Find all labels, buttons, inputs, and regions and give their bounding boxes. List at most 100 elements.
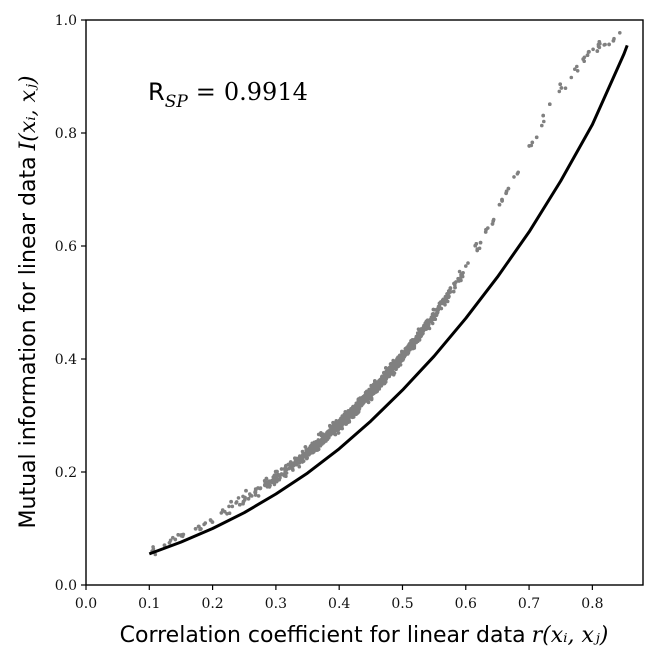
data-point (440, 298, 445, 303)
x-axis-ticks: 0.0 0.1 0.2 0.3 0.4 0.5 0.6 0.7 0.8 (75, 585, 603, 612)
data-point (515, 172, 520, 176)
data-point (396, 356, 400, 361)
data-point (504, 191, 508, 196)
data-point (351, 415, 356, 419)
data-point (611, 39, 616, 43)
x-axis-label: Correlation coefficient for linear data r… (120, 623, 609, 648)
data-point (540, 123, 544, 128)
data-point (337, 418, 342, 423)
data-point (512, 175, 516, 179)
data-point (607, 42, 611, 47)
data-point (443, 303, 447, 307)
x-tick-label: 0.7 (518, 596, 540, 612)
y-axis-label-math: I(xᵢ, xⱼ) (16, 76, 41, 152)
data-point (275, 469, 279, 474)
y-tick-label: 0.6 (55, 239, 77, 255)
data-point (451, 289, 456, 294)
data-point (460, 272, 464, 276)
data-point (253, 488, 258, 493)
x-tick-label: 0.2 (201, 596, 223, 612)
data-point (300, 455, 305, 460)
data-point (277, 477, 282, 482)
data-point (331, 420, 335, 425)
data-point (530, 140, 535, 145)
data-point (229, 499, 233, 504)
data-point (313, 447, 318, 452)
data-point (348, 412, 352, 416)
data-point (541, 113, 545, 118)
data-point (491, 219, 496, 223)
data-point (234, 501, 238, 505)
data-point (210, 520, 215, 524)
data-point (307, 449, 311, 454)
data-point (412, 340, 417, 345)
data-point (236, 496, 241, 500)
data-point (392, 360, 396, 364)
data-point (295, 460, 299, 464)
data-point (243, 495, 247, 500)
data-point (284, 463, 288, 468)
data-point (310, 450, 315, 455)
data-point (230, 504, 235, 509)
x-tick-label: 0.1 (138, 596, 160, 612)
data-point (227, 504, 231, 509)
data-point (473, 243, 478, 248)
data-point (350, 410, 355, 415)
data-point (356, 409, 361, 414)
data-point (220, 508, 225, 512)
data-point (162, 543, 167, 547)
data-point (369, 396, 374, 400)
data-point (374, 384, 379, 389)
y-axis-label: Mutual information for linear data I(xᵢ, … (16, 76, 41, 529)
data-point (389, 366, 393, 371)
data-point (452, 281, 456, 286)
data-point (453, 285, 457, 290)
data-point (238, 502, 242, 507)
data-point (402, 349, 407, 354)
data-point (445, 292, 449, 296)
data-point (618, 31, 622, 35)
data-point (244, 488, 248, 493)
data-point (277, 473, 282, 478)
data-point (527, 144, 531, 148)
annotation-subscript: SP (165, 92, 189, 112)
data-point (484, 227, 488, 232)
data-point (263, 481, 268, 486)
data-point (542, 119, 546, 124)
data-point (340, 424, 344, 429)
data-point (268, 483, 272, 488)
data-point (390, 370, 394, 375)
data-point (219, 511, 224, 515)
data-point (563, 86, 568, 90)
x-tick-label: 0.8 (581, 596, 603, 612)
data-point (246, 497, 251, 501)
data-point (457, 279, 461, 283)
data-point (435, 310, 439, 315)
data-point (294, 462, 299, 467)
data-point (384, 375, 388, 379)
data-point (497, 202, 502, 207)
data-point (401, 358, 405, 362)
data-point (375, 388, 380, 392)
data-point (326, 432, 330, 437)
data-point (384, 371, 389, 375)
data-point (402, 354, 406, 359)
data-point (478, 240, 483, 245)
data-point (301, 459, 306, 463)
data-point (319, 431, 323, 435)
data-point (500, 199, 504, 203)
data-point (341, 416, 346, 421)
data-point (320, 433, 325, 438)
fit-line-layer (148, 44, 629, 556)
data-point (366, 392, 370, 396)
data-point (430, 312, 435, 317)
data-point (603, 42, 607, 47)
data-point (314, 440, 319, 444)
data-point (581, 57, 585, 61)
data-point (282, 474, 287, 478)
data-point (305, 456, 309, 461)
data-point (595, 49, 600, 53)
data-point (548, 102, 552, 106)
data-point (587, 50, 591, 54)
data-point (596, 42, 601, 47)
